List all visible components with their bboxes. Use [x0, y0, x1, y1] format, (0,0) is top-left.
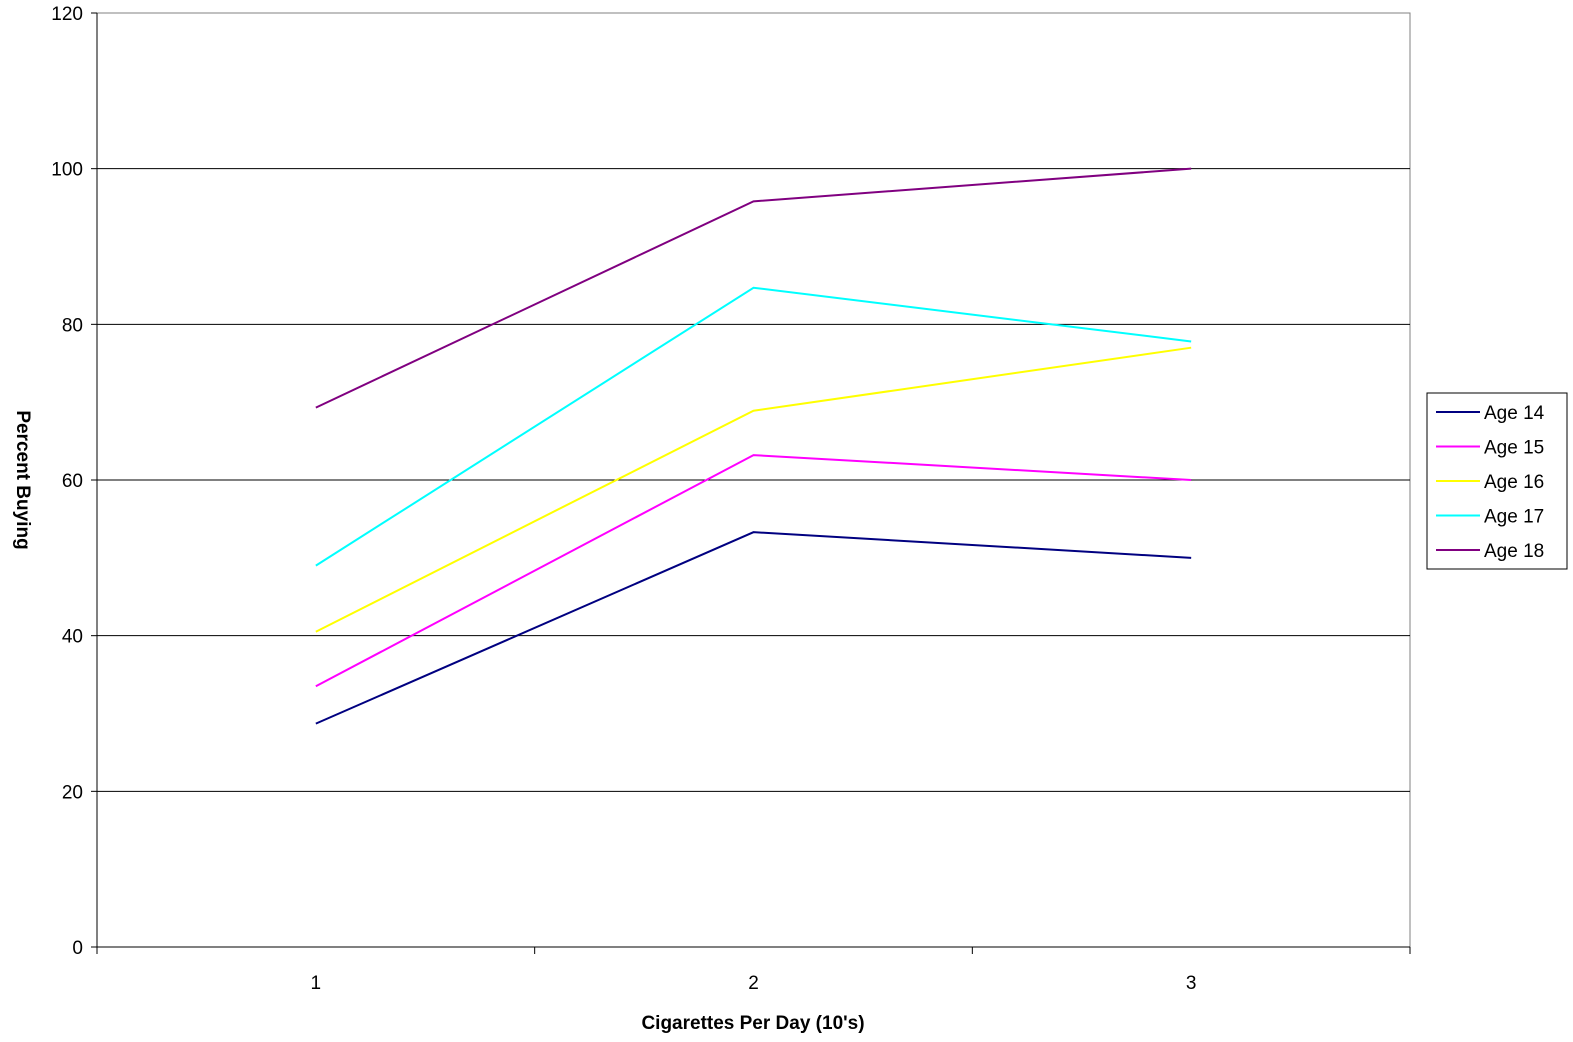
y-tick-label: 80 [62, 315, 83, 336]
y-tick-label: 40 [62, 627, 83, 648]
legend-label: Age 18 [1484, 541, 1544, 562]
y-tick-label: 60 [62, 471, 83, 492]
series-line-age-18 [315, 167, 1192, 409]
y-tick-label: 100 [51, 160, 83, 181]
legend-label: Age 14 [1484, 403, 1545, 424]
series-line-age-16 [315, 346, 1192, 633]
series-line-age-17 [315, 286, 1192, 567]
legend-box [1426, 392, 1568, 570]
y-axis-title: Percent Buying [12, 410, 33, 549]
y-axis-ticks: 0 20 40 60 80 100 120 [51, 4, 97, 959]
y-tick-label: 20 [62, 782, 83, 803]
y-tick-label: 120 [51, 4, 83, 25]
x-axis-ticks: 1 2 3 [96, 947, 1411, 994]
x-tick-label: 2 [748, 973, 759, 994]
x-tick-label: 3 [1186, 973, 1197, 994]
legend: Age 14 Age 15 Age 16 Age 17 Age 18 [1426, 392, 1568, 570]
series-lines [315, 167, 1192, 725]
x-axis-title: Cigarettes Per Day (10's) [641, 1013, 864, 1034]
legend-label: Age 16 [1484, 472, 1544, 493]
y-tick-label: 0 [72, 938, 83, 959]
series-line-age-14 [315, 531, 1192, 725]
series-line-age-15 [315, 454, 1192, 688]
legend-label: Age 17 [1484, 507, 1544, 528]
legend-label: Age 15 [1484, 438, 1544, 459]
x-tick-label: 1 [311, 973, 322, 994]
